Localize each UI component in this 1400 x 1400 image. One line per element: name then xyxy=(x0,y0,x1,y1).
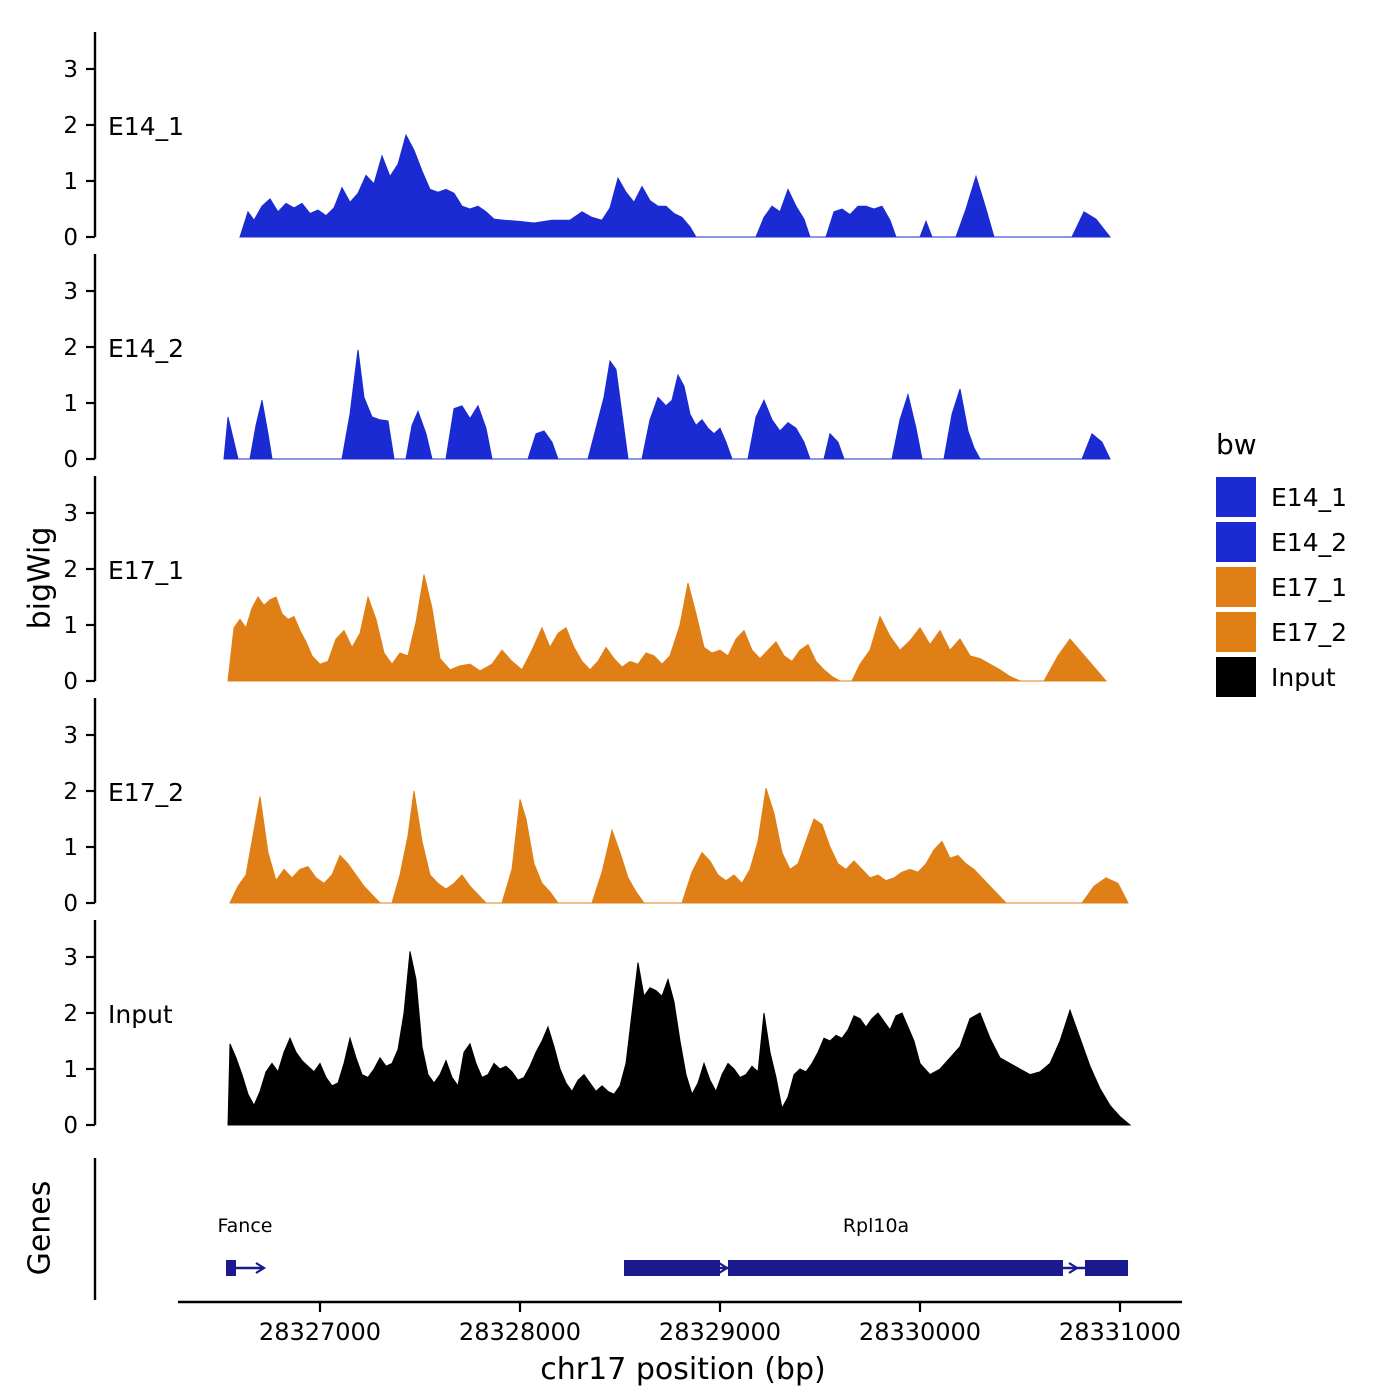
y-tick-label: 2 xyxy=(63,1001,78,1027)
legend-item-E17_1: E17_1 xyxy=(1216,567,1347,607)
track-label-E14_2: E14_2 xyxy=(108,334,184,363)
legend: bw E14_1 E14_2 E17_1 E17_2 Input xyxy=(1216,428,1347,702)
gene-name-label: Fance xyxy=(217,1215,272,1237)
legend-swatch-E14_1 xyxy=(1216,477,1256,517)
track-panel-E14_1: 0 1 2 3 E14_1 xyxy=(63,32,1112,251)
strand-arrow-icon xyxy=(718,1262,730,1274)
strand-arrow-icon xyxy=(255,1262,267,1274)
y-tick-label: 2 xyxy=(63,779,78,805)
y-tick-label: 1 xyxy=(63,391,78,417)
y-tick-label: 3 xyxy=(63,723,78,749)
x-tick-label: 28330000 xyxy=(859,1318,981,1346)
y-tick-label: 2 xyxy=(63,557,78,583)
gene-Fance: Fance xyxy=(217,1215,273,1276)
track-label-Input: Input xyxy=(108,1000,173,1029)
legend-items: E14_1 E14_2 E17_1 E17_2 Input xyxy=(1216,477,1347,697)
track-area-E14_2 xyxy=(223,349,1111,460)
gene-name-label: Rpl10a xyxy=(843,1215,909,1237)
track-area-Input xyxy=(227,951,1132,1126)
legend-title: bw xyxy=(1216,428,1257,461)
y-tick-label: 3 xyxy=(63,57,78,83)
y-tick-label: 0 xyxy=(63,447,78,473)
gene-exon xyxy=(728,1260,1063,1276)
legend-swatch-Input xyxy=(1216,657,1256,697)
track-area-E17_2 xyxy=(229,788,1129,904)
y-tick-label: 2 xyxy=(63,335,78,361)
legend-item-E14_2: E14_2 xyxy=(1216,522,1347,562)
legend-swatch-E17_2 xyxy=(1216,612,1256,652)
x-tick-label: 28328000 xyxy=(459,1318,581,1346)
track-panel-Input: 0 1 2 3 Input xyxy=(63,920,1132,1139)
legend-item-E17_2: E17_2 xyxy=(1216,612,1347,652)
legend-swatch-E14_2 xyxy=(1216,522,1256,562)
legend-item-E14_1: E14_1 xyxy=(1216,477,1347,517)
y-tick-label: 1 xyxy=(63,613,78,639)
x-tick-label: 28331000 xyxy=(1059,1318,1181,1346)
gene-exon xyxy=(226,1260,236,1276)
y-tick-label: 0 xyxy=(63,891,78,917)
gene-Rpl10a: Rpl10a xyxy=(624,1215,1128,1276)
y-axis-title-bigwig: bigWig xyxy=(22,526,58,630)
x-axis-title: chr17 position (bp) xyxy=(540,1352,826,1387)
legend-item-Input: Input xyxy=(1216,657,1347,697)
strand-arrow-icon xyxy=(1068,1262,1080,1274)
x-tick-label: 28329000 xyxy=(659,1318,781,1346)
x-tick-label: 28327000 xyxy=(259,1318,381,1346)
y-tick-label: 1 xyxy=(63,835,78,861)
legend-label-E14_2: E14_2 xyxy=(1271,527,1348,557)
y-tick-label: 0 xyxy=(63,1113,78,1139)
y-tick-label: 2 xyxy=(63,113,78,139)
track-area-E17_1 xyxy=(227,574,1108,682)
track-panel-E14_2: 0 1 2 3 E14_2 xyxy=(63,254,1111,473)
track-panel-E17_1: 0 1 2 3 E17_1 xyxy=(63,476,1108,695)
y-tick-label: 3 xyxy=(63,945,78,971)
y-tick-label: 1 xyxy=(63,169,78,195)
legend-label-E17_1: E17_1 xyxy=(1271,572,1348,602)
track-label-E17_2: E17_2 xyxy=(108,778,184,807)
legend-label-E14_1: E14_1 xyxy=(1271,482,1348,512)
track-label-E14_1: E14_1 xyxy=(108,112,184,141)
y-tick-label: 0 xyxy=(63,669,78,695)
track-label-E17_1: E17_1 xyxy=(108,556,184,585)
gene-exon xyxy=(624,1260,720,1276)
legend-label-E17_2: E17_2 xyxy=(1271,617,1348,647)
x-axis: 28327000 28328000 28329000 28330000 28331000 xyxy=(178,1300,1182,1346)
track-panel-E17_2: 0 1 2 3 E17_2 xyxy=(63,698,1129,917)
track-area-E14_1 xyxy=(239,133,1112,238)
y-tick-label: 1 xyxy=(63,1057,78,1083)
y-tick-label: 0 xyxy=(63,225,78,251)
y-tick-label: 3 xyxy=(63,501,78,527)
gene-exon xyxy=(1085,1260,1128,1276)
legend-label-Input: Input xyxy=(1271,662,1336,692)
y-axis-title-genes: Genes xyxy=(22,1180,58,1276)
legend-swatch-E17_1 xyxy=(1216,567,1256,607)
y-tick-label: 3 xyxy=(63,279,78,305)
